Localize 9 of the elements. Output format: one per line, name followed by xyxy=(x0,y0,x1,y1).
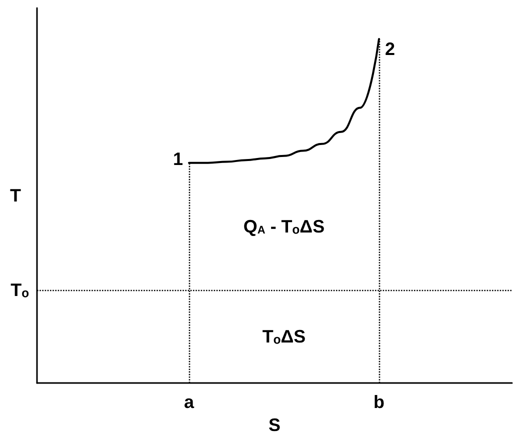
annotation: TₒΔS xyxy=(262,326,306,347)
x-axis-title: S xyxy=(268,414,281,435)
annotation: 1 xyxy=(172,148,183,169)
ref-line-label: Tₒ xyxy=(10,280,29,300)
y-axis-title: T xyxy=(10,186,21,206)
x-tick-label: a xyxy=(184,392,195,412)
annotation: QA - TₒΔS xyxy=(243,216,325,236)
annotation: 2 xyxy=(385,38,396,59)
x-tick-label: b xyxy=(374,392,384,412)
